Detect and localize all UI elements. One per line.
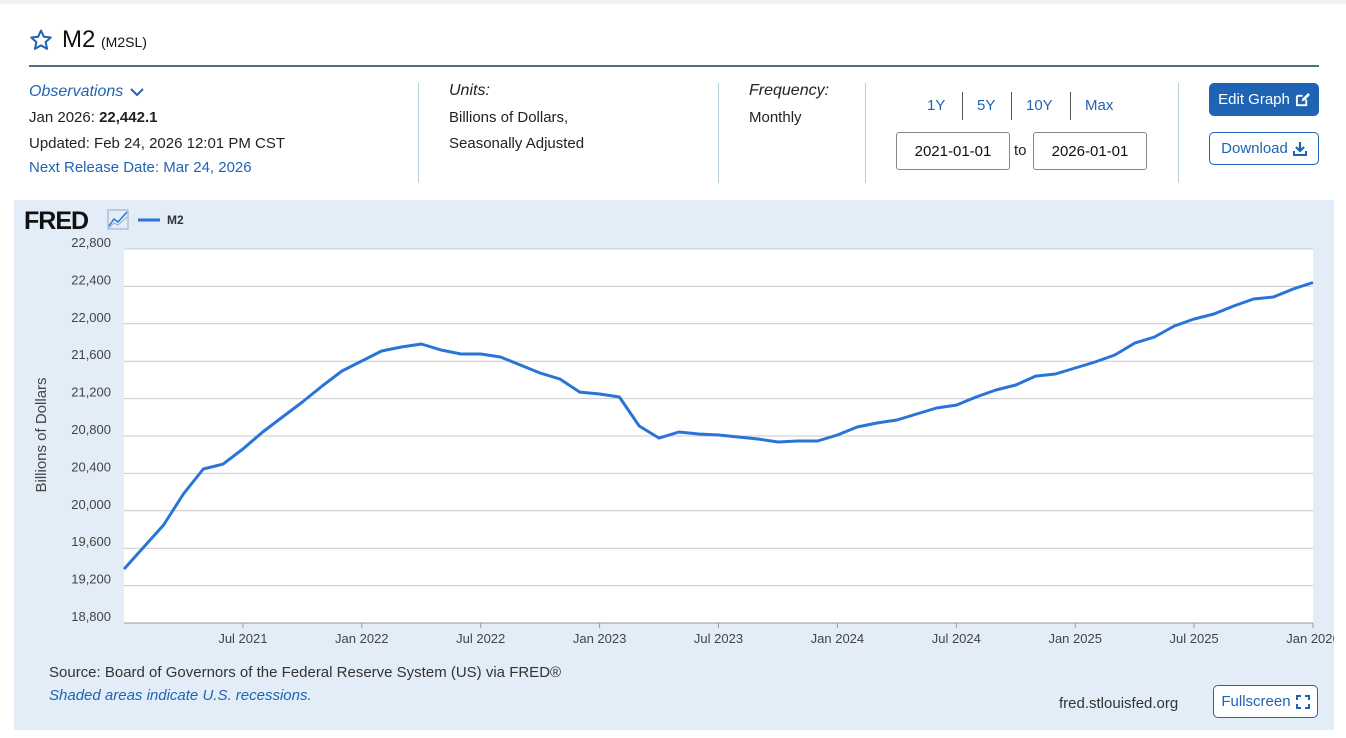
y-axis-label: Billions of Dollars: [33, 377, 50, 492]
observations-toggle[interactable]: Observations: [29, 83, 145, 101]
y-tick-label: 20,400: [71, 459, 111, 474]
download-button[interactable]: Download: [1209, 132, 1319, 165]
plot-layer: 18,800 19,200 19,600 20,000 20,400 20,800 21,2…: [71, 235, 1334, 646]
range-button[interactable]: 5Y: [977, 97, 996, 114]
range-separator: [1011, 92, 1012, 120]
x-tick-label: Jan 2025: [1048, 631, 1102, 646]
series-id: (M2SL): [101, 34, 147, 50]
units-line: Seasonally Adjusted: [449, 135, 585, 152]
x-tick-label: Jan 2023: [573, 631, 627, 646]
chart: FRED M2 Billions of Dollars 18,800 19,200…: [24, 207, 1334, 646]
series-title: M2: [62, 26, 96, 53]
y-tick-label: 21,600: [71, 347, 111, 362]
source: Source: Board of Governors of the Federa…: [49, 664, 562, 681]
y-tick-label: 20,800: [71, 422, 111, 437]
range-separator: [962, 92, 963, 120]
fullscreen-icon: [1295, 694, 1310, 709]
observation-value: 22,442.1: [99, 109, 158, 126]
top-bar: [0, 0, 1346, 4]
end-date-input[interactable]: 2026-01-01: [1033, 132, 1147, 170]
updated: Updated: Feb 24, 2026 12:01 PM CST: [29, 135, 285, 152]
separator: [865, 83, 866, 183]
next-release[interactable]: Next Release Date: Mar 24, 2026: [29, 159, 252, 176]
observations-label: Observations: [29, 83, 124, 100]
separator: [1178, 83, 1179, 183]
x-tick-label: Jan 2022: [335, 631, 389, 646]
y-tick-label: 21,200: [71, 385, 111, 400]
range-button[interactable]: 10Y: [1026, 97, 1053, 114]
y-tick-label: 22,000: [71, 310, 111, 325]
legend-label: M2: [167, 213, 184, 227]
chevron: [130, 88, 144, 97]
x-tick-label: Jan 2024: [811, 631, 865, 646]
x-tick-label: Jan 2026: [1286, 631, 1334, 646]
y-tick-label: 22,800: [71, 235, 111, 250]
separator: [718, 83, 719, 183]
observation-date: Jan 2026:: [29, 109, 95, 126]
x-tick-label: Jul 2023: [694, 631, 743, 646]
download-icon: [1292, 142, 1307, 156]
separator: [418, 83, 419, 183]
favorite-star[interactable]: [29, 28, 53, 52]
range-button[interactable]: Max: [1085, 97, 1114, 114]
units-label: Units:: [449, 82, 490, 99]
y-tick-label: 19,600: [71, 534, 111, 549]
x-tick-label: Jul 2025: [1170, 631, 1219, 646]
button-label: Fullscreen: [1221, 693, 1291, 710]
units-line: Billions of Dollars,: [449, 109, 569, 126]
header-rule: [29, 65, 1319, 67]
fullscreen-button[interactable]: Fullscreen: [1213, 685, 1318, 718]
date-separator: to: [1014, 142, 1027, 159]
site: fred.stlouisfed.org: [1059, 695, 1179, 712]
button-label: Edit Graph: [1218, 91, 1290, 108]
y-tick-label: 19,200: [71, 572, 111, 587]
y-tick-label: 18,800: [71, 609, 111, 624]
range-button[interactable]: 1Y: [927, 97, 946, 114]
series-line: [122, 281, 1314, 571]
y-tick-label: 20,000: [71, 497, 111, 512]
x-tick-label: Jul 2021: [218, 631, 267, 646]
range-separator: [1070, 92, 1071, 120]
edit-icon: [1295, 92, 1310, 107]
frequency-label: Frequency:: [749, 82, 830, 99]
start-date-input[interactable]: 2021-01-01: [896, 132, 1010, 170]
fred-logo: FRED: [24, 207, 88, 235]
edit-graph-button[interactable]: Edit Graph: [1209, 83, 1319, 116]
latest-observation: Jan 2026: 22,442.1: [29, 109, 157, 126]
y-tick-label: 22,400: [71, 272, 111, 287]
x-tick-label: Jul 2024: [932, 631, 981, 646]
recession-note: Shaded areas indicate U.S. recessions.: [49, 687, 312, 704]
button-label: Download: [1221, 140, 1288, 157]
x-tick-label: Jul 2022: [456, 631, 505, 646]
frequency-value: Monthly: [749, 109, 802, 126]
logo-icon: [107, 209, 129, 230]
